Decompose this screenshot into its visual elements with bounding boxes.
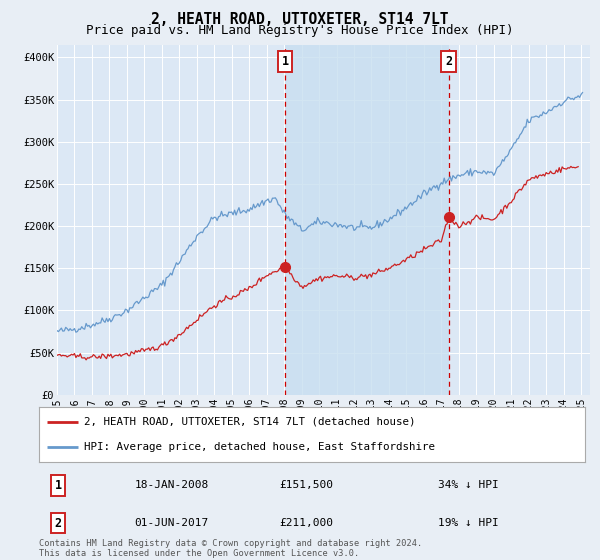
Text: 18-JAN-2008: 18-JAN-2008 — [134, 480, 209, 491]
Text: 1: 1 — [281, 55, 289, 68]
Bar — [285, 45, 449, 395]
Text: 34% ↓ HPI: 34% ↓ HPI — [437, 480, 499, 491]
Text: 2: 2 — [55, 517, 62, 530]
Text: £151,500: £151,500 — [280, 480, 334, 491]
Text: 1: 1 — [55, 479, 62, 492]
Text: Contains HM Land Registry data © Crown copyright and database right 2024.
This d: Contains HM Land Registry data © Crown c… — [39, 539, 422, 558]
Text: HPI: Average price, detached house, East Staffordshire: HPI: Average price, detached house, East… — [84, 442, 435, 452]
Text: 19% ↓ HPI: 19% ↓ HPI — [437, 518, 499, 528]
Text: 2: 2 — [445, 55, 452, 68]
Text: Price paid vs. HM Land Registry's House Price Index (HPI): Price paid vs. HM Land Registry's House … — [86, 24, 514, 37]
Text: 2, HEATH ROAD, UTTOXETER, ST14 7LT (detached house): 2, HEATH ROAD, UTTOXETER, ST14 7LT (deta… — [84, 417, 415, 427]
Text: 2, HEATH ROAD, UTTOXETER, ST14 7LT: 2, HEATH ROAD, UTTOXETER, ST14 7LT — [151, 12, 449, 27]
Text: £211,000: £211,000 — [280, 518, 334, 528]
Text: 01-JUN-2017: 01-JUN-2017 — [134, 518, 209, 528]
